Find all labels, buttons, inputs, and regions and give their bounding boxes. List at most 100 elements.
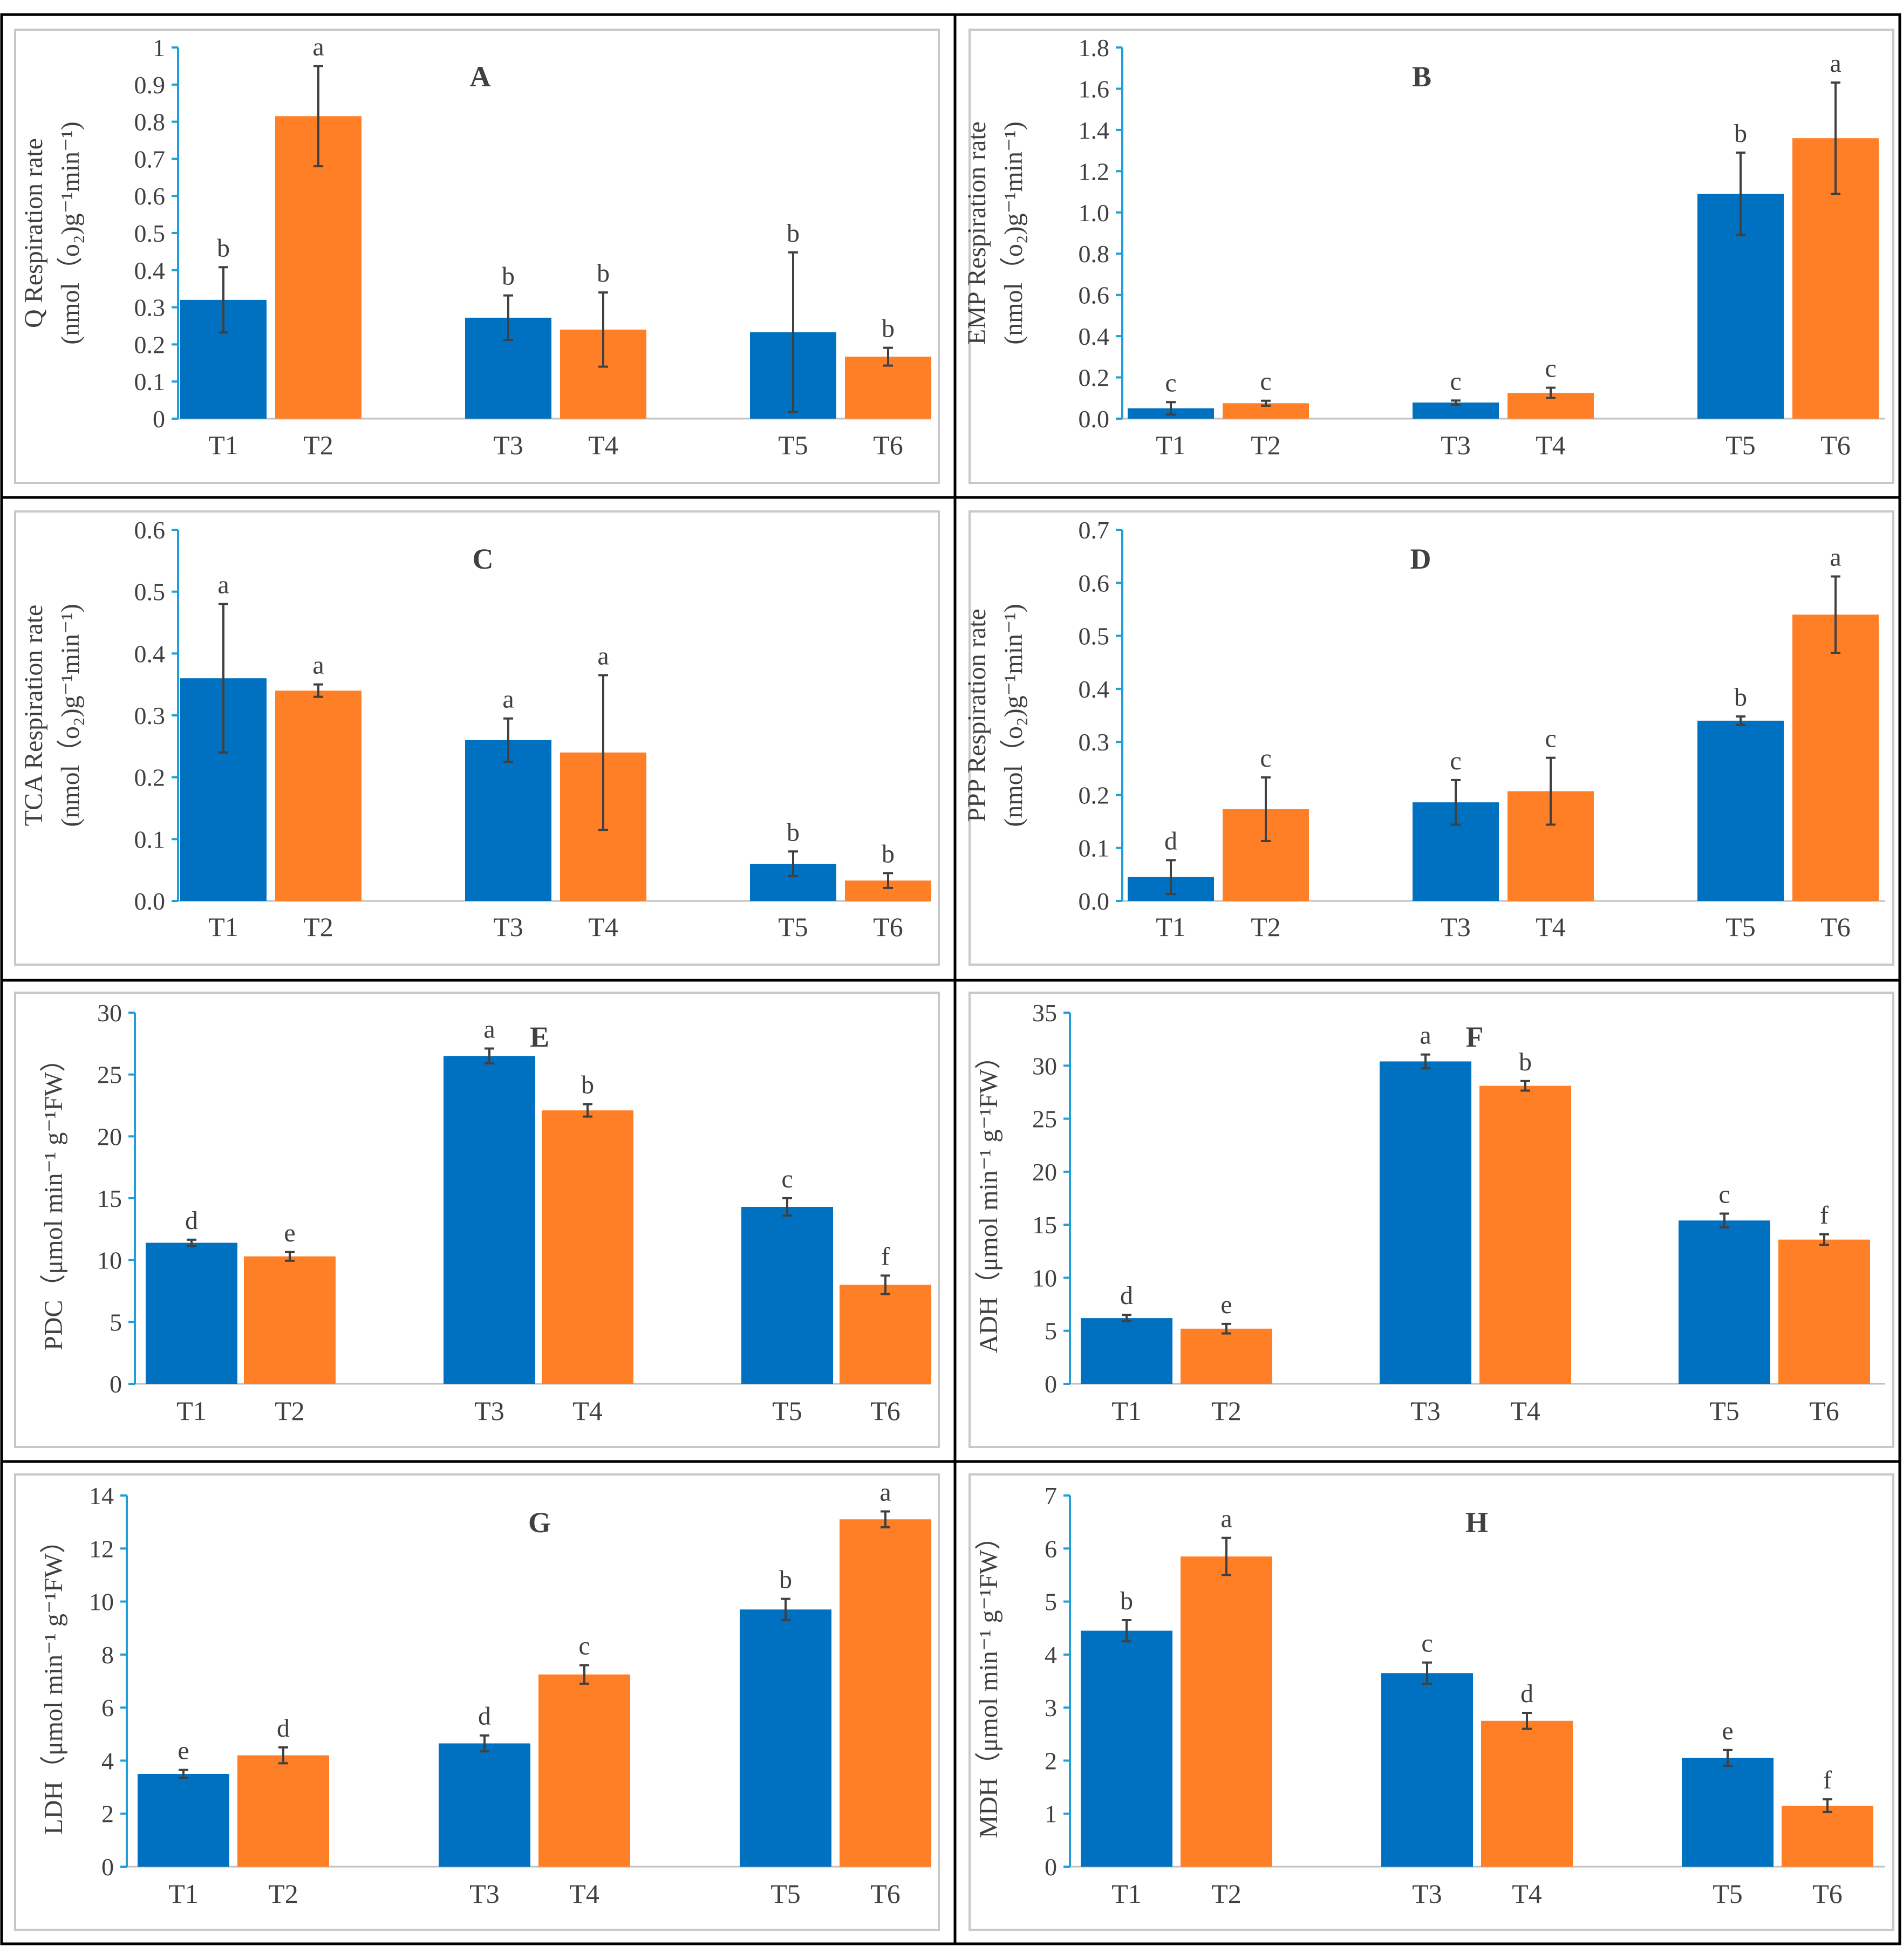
significance-letter: c — [781, 1165, 793, 1193]
x-tick-label: T3 — [493, 430, 523, 460]
panel-letter: E — [530, 1021, 549, 1053]
bar-t2 — [237, 1755, 329, 1867]
panel-letter: B — [1412, 60, 1431, 93]
figure-grid — [0, 13, 1901, 1945]
significance-letter: c — [1260, 744, 1271, 773]
panel-a: 0 0.1 0.2 0.3 0.4 0.5 0.6 0.7 0.8 0.9 1 Q Respirati… — [14, 29, 940, 484]
significance-letter: a — [1420, 1021, 1431, 1050]
panel-letter: F — [1466, 1021, 1484, 1053]
x-tick-label: T6 — [870, 1396, 901, 1426]
x-tick-label: T4 — [588, 430, 618, 460]
significance-letter: c — [1450, 747, 1461, 775]
x-tick-label: T2 — [268, 1879, 298, 1909]
y-tick-label: 30 — [97, 999, 122, 1027]
x-tick-label: T2 — [303, 430, 333, 460]
significance-letter: f — [1823, 1766, 1832, 1794]
y-tick-label: 2 — [101, 1800, 114, 1828]
y-axis-label: (nmol（o₂)g⁻¹min⁻¹) — [999, 604, 1028, 827]
bar-t5 — [1679, 1220, 1770, 1384]
bar-t3 — [1381, 1673, 1473, 1867]
significance-letter: e — [1722, 1717, 1733, 1745]
bar-t3 — [1380, 1061, 1471, 1384]
significance-letter: c — [1260, 367, 1271, 396]
bar-t2 — [244, 1256, 336, 1384]
x-tick-label: T4 — [569, 1879, 599, 1909]
y-tick-label: 0.4 — [134, 257, 166, 284]
y-tick-label: 0.3 — [134, 294, 166, 322]
significance-letter: a — [1830, 543, 1841, 571]
significance-letter: c — [1421, 1629, 1433, 1658]
significance-letter: c — [1718, 1180, 1730, 1209]
x-tick-label: T2 — [1251, 430, 1281, 460]
x-tick-label: T4 — [1512, 1879, 1542, 1909]
significance-letter: e — [178, 1737, 189, 1765]
x-tick-label: T2 — [1211, 1879, 1242, 1909]
y-tick-label: 4 — [1045, 1641, 1057, 1669]
y-tick-label: 2 — [1045, 1747, 1057, 1774]
y-tick-label: 0.5 — [1079, 623, 1110, 650]
x-tick-label: T3 — [1441, 912, 1471, 942]
x-tick-label: T3 — [493, 912, 523, 942]
significance-letter: b — [882, 839, 895, 868]
bar-t6 — [1792, 614, 1879, 901]
panel-letter: G — [528, 1506, 551, 1539]
y-axis-label: (nmol（o₂)g⁻¹min⁻¹) — [56, 604, 85, 827]
y-tick-label: 0.0 — [134, 887, 166, 915]
panel-b: 0.0 0.2 0.4 0.6 0.8 1.0 1.2 1.4 1.6 1.8 EMP Respir… — [963, 29, 1894, 484]
y-tick-label: 0.0 — [1079, 887, 1110, 915]
significance-letter: c — [1450, 367, 1461, 395]
x-tick-label: T6 — [873, 912, 903, 942]
x-tick-label: T1 — [1156, 912, 1186, 942]
x-tick-label: T3 — [469, 1879, 500, 1909]
x-tick-label: T4 — [1536, 430, 1566, 460]
x-tick-label: T5 — [1725, 430, 1756, 460]
y-tick-label: 0.7 — [1079, 516, 1110, 544]
y-tick-label: 8 — [101, 1641, 114, 1669]
x-tick-label: T1 — [1111, 1879, 1142, 1909]
x-tick-label: T6 — [1820, 430, 1851, 460]
bar-t1 — [146, 1242, 237, 1384]
significance-letter: b — [1734, 119, 1747, 148]
bar-t2 — [1181, 1556, 1272, 1867]
bar-t4 — [1479, 1085, 1571, 1384]
y-tick-label: 1.2 — [1079, 158, 1110, 185]
bar-t4 — [538, 1674, 630, 1867]
y-tick-label: 14 — [89, 1482, 114, 1510]
significance-letter: b — [217, 234, 230, 262]
y-tick-label: 0.4 — [134, 640, 166, 667]
significance-letter: b — [787, 219, 800, 248]
y-tick-label: 4 — [101, 1747, 114, 1774]
bar-t5 — [1682, 1758, 1774, 1867]
bar-t4 — [1481, 1720, 1573, 1867]
panels-layer: 0 0.1 0.2 0.3 0.4 0.5 0.6 0.7 0.8 0.9 1 Q Respirati… — [14, 29, 1894, 1931]
bar-t3 — [465, 740, 551, 901]
y-axis-label: EMP Respiration rate — [963, 121, 991, 345]
y-tick-label: 0.6 — [1079, 569, 1110, 597]
y-tick-label: 0 — [153, 405, 165, 433]
x-tick-label: T1 — [168, 1879, 199, 1909]
x-tick-label: T2 — [1211, 1396, 1242, 1426]
significance-letter: d — [478, 1702, 491, 1731]
x-tick-label: T2 — [1251, 912, 1281, 942]
panel-letter: A — [470, 60, 491, 93]
significance-letter: b — [1734, 683, 1747, 712]
y-tick-label: 1 — [153, 34, 165, 62]
significance-letter: d — [277, 1714, 290, 1743]
y-tick-label: 1.6 — [1079, 75, 1110, 103]
y-tick-label: 0.1 — [134, 368, 166, 395]
y-axis-label: Q Respiration rate — [19, 138, 48, 328]
significance-letter: a — [879, 1478, 891, 1506]
significance-letter: d — [1520, 1679, 1533, 1708]
bar-t6 — [840, 1519, 931, 1867]
x-tick-label: T4 — [572, 1396, 603, 1426]
y-tick-label: 1 — [1045, 1800, 1057, 1828]
x-tick-label: T3 — [1410, 1396, 1441, 1426]
y-axis-label: PDC（μmol min⁻¹ g⁻¹FW） — [39, 1046, 68, 1350]
y-tick-label: 6 — [101, 1694, 114, 1722]
bar-t6 — [1782, 1805, 1873, 1867]
y-tick-label: 0.9 — [134, 71, 166, 99]
panel-g: 0 2 4 6 8 10 12 14 LDH（μmol min⁻¹ g⁻¹FW） Ge T1 d T2 d… — [14, 1473, 940, 1931]
significance-letter: a — [312, 32, 324, 61]
significance-letter: b — [882, 315, 895, 343]
